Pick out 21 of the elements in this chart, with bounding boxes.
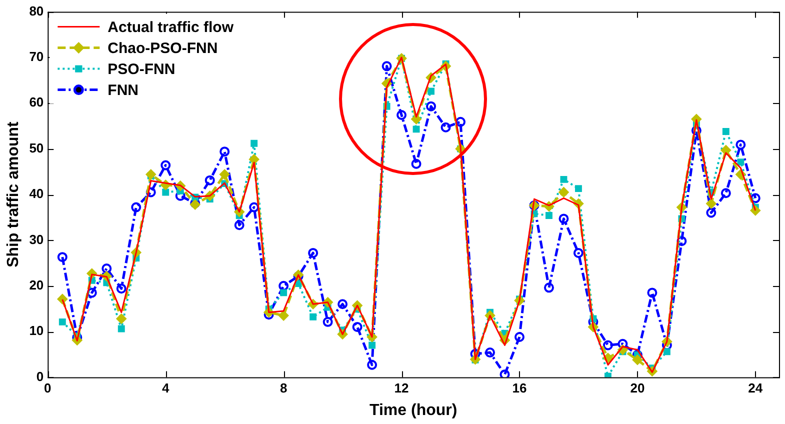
legend-label: Actual traffic flow bbox=[108, 18, 234, 36]
y-axis-title: Ship traffic amount bbox=[5, 120, 22, 268]
legend-label: PSO-FNN bbox=[108, 60, 176, 78]
y-tick-label: 40 bbox=[29, 186, 44, 202]
y-tick-label: 20 bbox=[29, 277, 44, 292]
y-tick-label: 70 bbox=[29, 49, 44, 64]
y-tick-label: 80 bbox=[29, 3, 44, 18]
y-tick-label: 30 bbox=[29, 232, 44, 247]
y-tick-label: 50 bbox=[29, 140, 44, 156]
y-tick-label: 10 bbox=[29, 323, 44, 338]
x-tick-label: 4 bbox=[162, 380, 170, 396]
x-axis-title: Time (hour) bbox=[369, 402, 458, 419]
legend-label: FNN bbox=[108, 82, 138, 99]
y-tick-label: 0 bbox=[36, 368, 44, 384]
x-tick-label: 20 bbox=[630, 380, 645, 396]
legend-label: Chao-PSO-FNN bbox=[108, 40, 218, 57]
x-tick-label: 16 bbox=[512, 380, 527, 396]
x-tick-label: 8 bbox=[280, 380, 288, 396]
x-tick-label: 12 bbox=[394, 380, 409, 396]
x-tick-label: 24 bbox=[748, 380, 764, 396]
y-tick-label: 60 bbox=[29, 94, 44, 110]
